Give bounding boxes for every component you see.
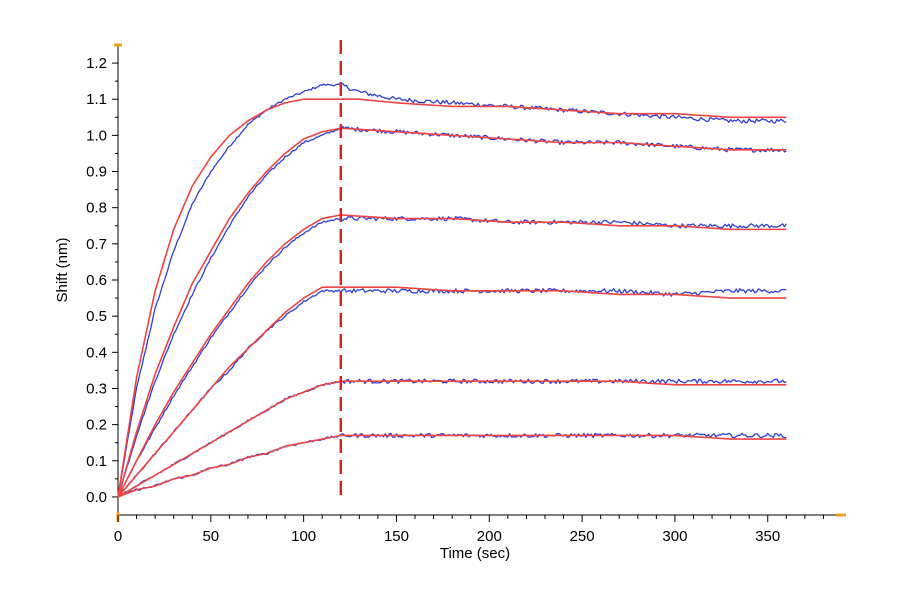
fit-curve — [117, 380, 787, 498]
measured-curve — [117, 288, 787, 498]
fit-curve — [117, 214, 787, 498]
y-tick-label: 0.5 — [86, 308, 107, 325]
y-tick-label: 0.0 — [86, 489, 107, 506]
ticks — [112, 62, 824, 522]
measured-curve — [117, 215, 787, 498]
x-tick-label: 100 — [291, 528, 316, 545]
y-tick-label: 1.2 — [86, 55, 107, 72]
fit-curve — [117, 434, 787, 498]
y-tick-label: 0.4 — [86, 344, 107, 361]
x-tick-label: 0 — [114, 528, 122, 545]
y-tick-label: 0.6 — [86, 272, 107, 289]
measured-curve — [117, 432, 787, 498]
tick-labels: 0.0 0.1 0.2 0.3 0.4 0.5 0.6 0.7 0.8 0.9 1.0 1.1 1.2 0… — [86, 55, 780, 545]
measured-curve — [117, 125, 787, 498]
y-tick-label: 0.2 — [86, 417, 107, 434]
y-tick-label: 0.8 — [86, 200, 107, 217]
y-axis-title: Shift (nm) — [54, 237, 71, 302]
y-tick-label: 0.3 — [86, 380, 107, 397]
x-tick-label: 200 — [477, 528, 502, 545]
fit-curve — [117, 98, 787, 498]
y-tick-label: 0.7 — [86, 236, 107, 253]
y-tick-label: 1.1 — [86, 91, 107, 108]
y-tick-label: 1.0 — [86, 127, 107, 144]
fit-curve — [117, 127, 787, 498]
measured-curve — [117, 82, 787, 498]
y-tick-label: 0.9 — [86, 164, 107, 181]
x-axis-title: Time (sec) — [440, 545, 510, 562]
x-tick-label: 250 — [570, 528, 595, 545]
x-tick-label: 300 — [662, 528, 687, 545]
x-tick-label: 150 — [384, 528, 409, 545]
fit-curve — [117, 286, 787, 498]
x-tick-label: 350 — [755, 528, 780, 545]
y-tick-label: 0.1 — [86, 453, 107, 470]
series-layer — [117, 82, 787, 498]
x-tick-label: 50 — [202, 528, 219, 545]
